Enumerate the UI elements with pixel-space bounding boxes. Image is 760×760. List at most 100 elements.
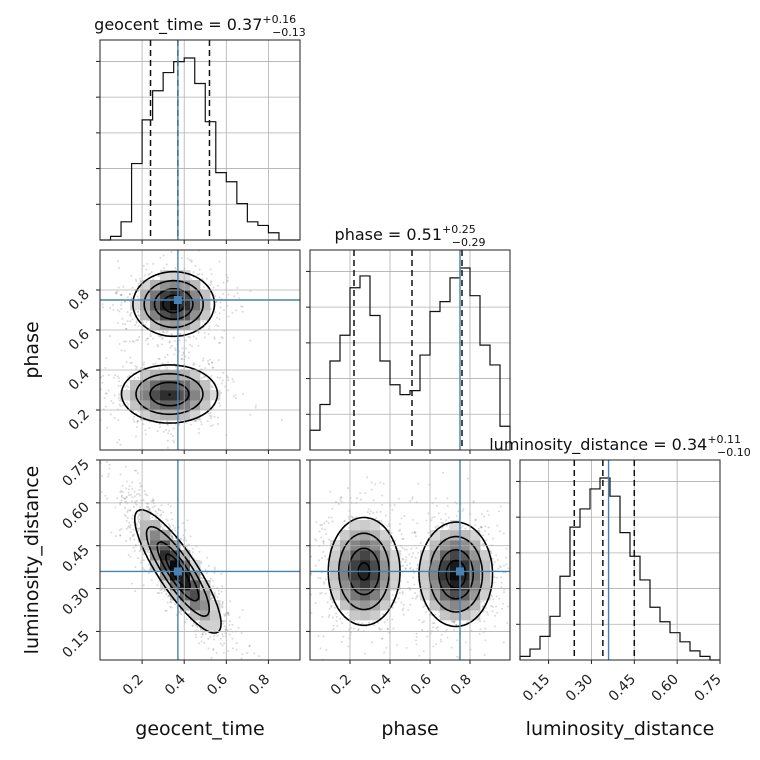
sample-point <box>97 285 99 287</box>
sample-point <box>212 647 215 650</box>
sample-point <box>386 618 389 621</box>
sample-point <box>221 379 224 382</box>
sample-point <box>146 550 149 553</box>
density-cell <box>340 560 351 571</box>
density-cell <box>460 610 471 621</box>
sample-point <box>403 515 406 518</box>
sample-point <box>181 522 184 525</box>
density-cell <box>140 540 151 551</box>
sample-point <box>319 523 322 526</box>
sample-point <box>129 362 132 365</box>
sample-point <box>207 637 210 640</box>
x-tick-label: 0.75 <box>691 672 724 705</box>
sample-point <box>110 399 113 402</box>
density-cell <box>390 550 401 561</box>
sample-point <box>103 396 106 399</box>
sample-point <box>107 475 110 478</box>
sample-point <box>180 257 183 260</box>
sample-point <box>381 613 384 616</box>
sample-point <box>442 471 445 474</box>
density-cell <box>180 380 191 391</box>
sample-point <box>124 500 127 503</box>
sample-point <box>221 606 224 609</box>
density-cell <box>350 560 361 571</box>
sample-point <box>505 563 508 566</box>
y-tick-label: 0.75 <box>59 457 92 490</box>
sample-point <box>405 548 408 551</box>
sample-point <box>233 295 236 298</box>
sample-point <box>210 280 213 283</box>
sample-point <box>125 495 128 498</box>
sample-point <box>71 405 73 407</box>
sample-point <box>120 494 123 497</box>
sample-point <box>117 260 120 263</box>
density-cell <box>390 580 401 591</box>
density-cell <box>140 410 151 421</box>
density-cell <box>150 390 161 401</box>
sample-point <box>397 597 400 600</box>
sample-point <box>438 611 441 614</box>
density-cell <box>150 320 161 331</box>
sample-point <box>214 295 217 298</box>
sample-point <box>479 620 482 623</box>
sample-point <box>166 439 169 442</box>
density-cell <box>160 290 171 301</box>
density-cell <box>190 560 201 571</box>
sample-point <box>384 514 387 517</box>
sample-point <box>137 515 140 518</box>
sample-point <box>452 621 455 624</box>
sample-point <box>227 614 230 617</box>
sample-point <box>421 621 424 624</box>
sample-point <box>132 505 135 508</box>
sample-point <box>92 309 94 311</box>
x-tick-label: 0.2 <box>120 672 147 699</box>
sample-point <box>116 441 119 444</box>
sample-point <box>133 469 136 472</box>
sample-point <box>210 597 213 600</box>
sample-point <box>204 367 207 370</box>
sample-point <box>484 639 487 642</box>
sample-point <box>397 497 400 500</box>
sample-point <box>487 533 490 536</box>
sample-point <box>170 606 173 609</box>
sample-point <box>317 635 320 638</box>
sample-point <box>202 286 205 289</box>
density-cell <box>180 390 191 401</box>
sample-point <box>216 596 219 599</box>
sample-point <box>407 609 410 612</box>
sample-point <box>364 652 367 655</box>
sample-point <box>321 523 324 526</box>
sample-point <box>164 609 167 612</box>
sample-point <box>493 576 496 579</box>
sample-point <box>310 612 313 615</box>
sample-point <box>329 490 332 493</box>
density-cell <box>350 610 361 621</box>
sample-point <box>366 476 369 479</box>
sample-point <box>171 528 174 531</box>
sample-point <box>120 304 123 307</box>
sample-point <box>331 601 334 604</box>
sample-point <box>215 300 218 303</box>
sample-point <box>405 556 408 559</box>
sample-point <box>444 519 447 522</box>
sample-point <box>160 591 163 594</box>
sample-point <box>343 519 346 522</box>
sample-point <box>452 628 455 631</box>
sample-point <box>482 610 485 613</box>
sample-point <box>482 600 485 603</box>
sample-point <box>511 588 513 590</box>
density-cell <box>160 310 171 321</box>
sample-point <box>482 543 485 546</box>
sample-point <box>315 539 318 542</box>
sample-point <box>354 516 357 519</box>
sample-point <box>497 510 500 513</box>
sample-point <box>390 531 393 534</box>
contour-line <box>120 270 219 424</box>
sample-point <box>156 591 159 594</box>
sample-point <box>431 622 434 625</box>
density-cell <box>470 610 481 621</box>
x-axis-label: phase <box>381 718 438 740</box>
sample-point <box>101 303 104 306</box>
density-cell <box>370 580 381 591</box>
sample-point <box>386 525 389 528</box>
